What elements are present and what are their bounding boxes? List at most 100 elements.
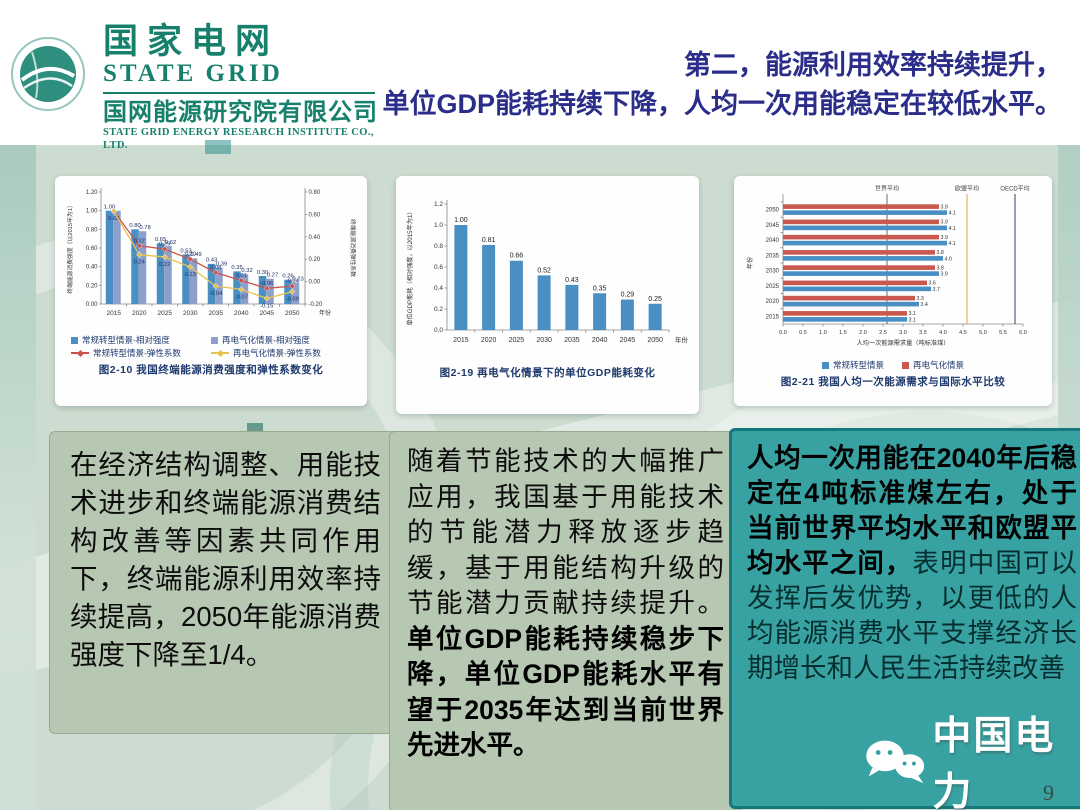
svg-text:0.01: 0.01 [236,273,247,279]
svg-text:0.20: 0.20 [309,257,321,263]
legend-item: 再电气化情景-弹性系数 [211,347,351,359]
legend-item: 常规转型情景 [821,359,884,371]
svg-text:0.32: 0.32 [134,238,145,244]
svg-text:2035: 2035 [766,253,780,259]
logo-en-text: STATE GRID [103,60,283,87]
svg-text:-0.04: -0.04 [286,279,300,285]
svg-text:人均一次能源需求量（吨标准煤）: 人均一次能源需求量（吨标准煤） [857,339,950,347]
svg-text:0.20: 0.20 [86,283,98,289]
chart3-legend: 常规转型情景 再电气化情景 [821,359,964,371]
svg-text:0.81: 0.81 [481,237,495,244]
svg-text:1.0: 1.0 [819,330,827,336]
svg-text:世界平均: 世界平均 [875,185,899,193]
svg-text:2025: 2025 [508,337,524,344]
svg-text:1.2: 1.2 [433,201,442,208]
svg-text:0.00: 0.00 [309,280,321,286]
svg-text:-0.15: -0.15 [260,303,273,309]
legend-item: 常规转型情景-相对强度 [71,334,211,346]
svg-text:0.78: 0.78 [139,225,150,231]
svg-text:0.4: 0.4 [433,285,442,292]
svg-text:0.23: 0.23 [292,276,303,282]
svg-text:0.2: 0.2 [433,306,442,313]
svg-text:0.66: 0.66 [509,253,523,260]
svg-text:0.39: 0.39 [216,261,227,267]
wechat-watermark: 中国电力 [862,715,1072,810]
svg-text:0.40: 0.40 [86,265,98,271]
summary-box-gdp-energy: 随着节能技术的大幅推广应用，我国基于用能技术的节能潜力释放逐步趋缓，基于用能结构… [389,431,742,810]
legend-item: 再电气化情景 [902,359,964,371]
svg-text:终端能源消费强度（以2015年为1）: 终端能源消费强度（以2015年为1） [66,202,74,293]
svg-text:6.0: 6.0 [1019,330,1027,336]
svg-text:0.52: 0.52 [537,267,551,274]
box3-bold-text: 人均一次用能在2040年后稳定在4吨标准煤左右，处于当前世界平均水平和欧盟平均水… [747,443,1077,578]
svg-text:欧盟平均: 欧盟平均 [955,185,979,193]
svg-text:2025: 2025 [766,284,780,290]
svg-text:3.0: 3.0 [899,330,907,336]
svg-text:3.7: 3.7 [933,287,940,293]
chart-terminal-energy-intensity: 1.20 1.00 0.80 0.60 0.40 0.20 0.00 0.80 0.60 0.40… [66,188,357,317]
box1-text: 在经济结构调整、用能技术进步和终端能源消费结构改善等因素共同作用下，终端能源利用… [70,449,381,670]
svg-text:2020: 2020 [480,337,496,344]
summary-box-per-capita: 人均一次用能在2040年后稳定在4吨标准煤左右，处于当前世界平均水平和欧盟平均水… [729,428,1080,809]
svg-text:0.24: 0.24 [134,260,146,266]
svg-text:4.0: 4.0 [939,330,947,336]
svg-text:2030: 2030 [536,337,552,344]
svg-text:2035: 2035 [209,310,224,317]
svg-text:0.13: 0.13 [185,272,196,278]
svg-text:0.27: 0.27 [267,273,278,279]
svg-text:1.5: 1.5 [839,330,847,336]
svg-text:3.5: 3.5 [919,330,927,336]
svg-text:年份: 年份 [675,335,689,344]
svg-text:2015: 2015 [766,314,780,320]
svg-text:3.9: 3.9 [941,235,948,241]
chart2-caption: 图2-19 再电气化情景下的单位GDP能耗变化 [439,367,656,379]
svg-text:2045: 2045 [766,223,780,229]
svg-text:2050: 2050 [647,337,663,344]
svg-text:0.80: 0.80 [86,227,98,233]
chart-panel-per-capita: 0.0 0.5 1.0 1.5 2.0 2.5 3.0 3.5 4.0 4.5 5.0 5.5 6.0 人… [734,176,1052,406]
svg-text:年份: 年份 [319,309,331,317]
svg-text:2015: 2015 [107,310,122,317]
svg-text:3.1: 3.1 [909,311,916,317]
svg-text:2030: 2030 [183,310,198,317]
slide-title: 第二，能源利用效率持续提升， 单位GDP能耗持续下降，人均一次用能稳定在较低水平… [362,46,1062,124]
svg-text:3.9: 3.9 [941,204,948,210]
svg-text:1.20: 1.20 [86,190,98,196]
svg-text:4.1: 4.1 [949,226,956,232]
svg-text:3.9: 3.9 [941,272,948,278]
svg-text:2.5: 2.5 [879,330,887,336]
svg-text:2030: 2030 [766,269,780,275]
svg-text:0.00: 0.00 [86,302,98,308]
chart-per-capita-energy: 0.0 0.5 1.0 1.5 2.0 2.5 3.0 3.5 4.0 4.5 5.0 5.5 6.0 人… [746,185,1030,348]
svg-text:0.43: 0.43 [565,277,579,284]
svg-text:0.6: 0.6 [433,264,442,271]
svg-text:1.0: 1.0 [433,222,442,229]
svg-text:0.32: 0.32 [241,268,252,274]
svg-text:0.40: 0.40 [309,235,321,241]
svg-text:0.43: 0.43 [206,258,217,264]
svg-text:3.3: 3.3 [917,296,924,302]
svg-text:3.9: 3.9 [941,220,948,226]
svg-text:2045: 2045 [619,337,635,344]
svg-text:4.1: 4.1 [949,241,956,247]
svg-text:1.00: 1.00 [104,204,115,210]
svg-text:2025: 2025 [158,310,173,317]
box2-bold-text: 单位GDP能耗持续稳步下降，单位GDP能耗水平有望于2035年达到当前世界先进水… [407,623,724,761]
svg-text:2035: 2035 [564,337,580,344]
decorative-stripe [0,145,36,810]
svg-text:2050: 2050 [285,310,300,317]
svg-text:5.5: 5.5 [999,330,1007,336]
summary-box-terminal-efficiency: 在经济结构调整、用能技术进步和终端能源消费结构改善等因素共同作用下，终端能源利用… [49,431,402,734]
svg-text:4.0: 4.0 [945,256,952,262]
svg-text:2040: 2040 [234,310,249,317]
chart-panel-energy-intensity: 1.20 1.00 0.80 0.60 0.40 0.20 0.00 0.80 0.60 0.40… [55,176,367,406]
svg-text:0.35: 0.35 [592,285,606,292]
svg-text:3.4: 3.4 [921,302,928,308]
svg-text:0.25: 0.25 [648,296,662,303]
svg-text:0.26: 0.26 [282,274,293,280]
svg-text:0.80: 0.80 [309,190,321,196]
svg-text:0.08: 0.08 [210,265,221,271]
logo-cn-text: 国家电网 [103,22,280,61]
svg-text:1.00: 1.00 [454,217,468,224]
